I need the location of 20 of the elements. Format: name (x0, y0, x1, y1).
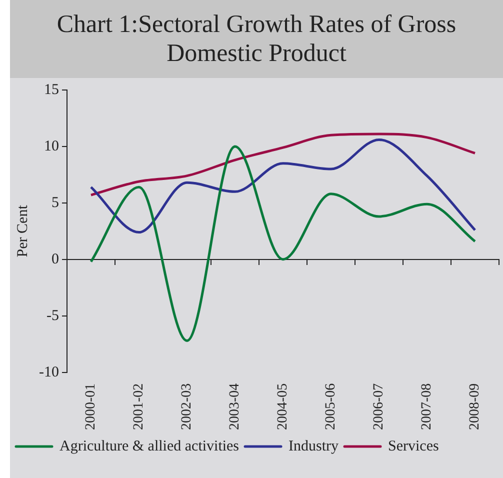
x-tick-label: 2005-06 (324, 383, 339, 430)
legend-label: Services (388, 438, 439, 454)
y-tick-label: 15 (44, 82, 59, 98)
x-tick-label: 2001-02 (132, 383, 147, 430)
y-tick-label: 0 (51, 251, 59, 268)
y-tick-label: -10 (38, 364, 59, 380)
x-tick-label: 2006-07 (372, 383, 387, 430)
legend-label: Industry (288, 438, 340, 454)
x-tick-label: 2007-08 (420, 383, 435, 430)
y-tick-label: 10 (44, 138, 59, 154)
x-tick-label: 2004-05 (276, 383, 291, 430)
y-axis-title: Per Cent (14, 204, 31, 258)
y-tick-label: -5 (46, 308, 59, 324)
x-tick-label: 2008-09 (468, 383, 483, 430)
x-tick-label: 2000-01 (84, 383, 99, 430)
chart-title: Chart 1:Sectoral Growth Rates of Gross Domestic Product (10, 0, 503, 78)
legend-label: Agriculture & allied activities (60, 438, 240, 454)
x-tick-label: 2002-03 (180, 383, 195, 430)
y-tick-label: 5 (51, 194, 59, 211)
x-tick-label: 2003-04 (228, 383, 243, 430)
